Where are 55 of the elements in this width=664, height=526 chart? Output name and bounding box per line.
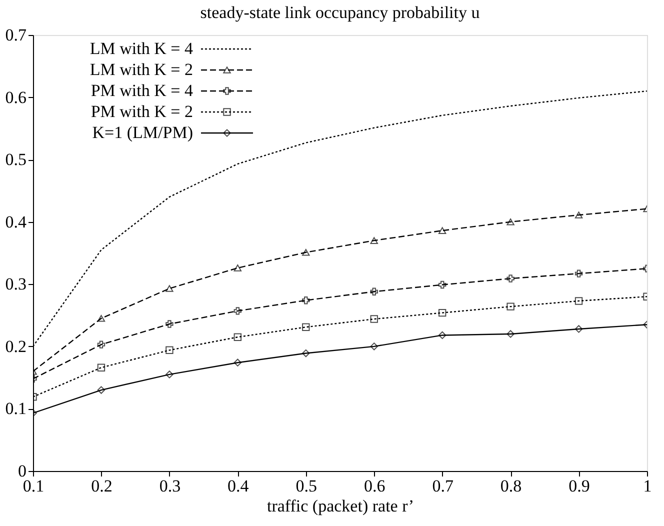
point	[574, 297, 583, 305]
point	[506, 218, 514, 226]
legend-label: K=1 (LM/PM)	[92, 123, 193, 142]
legend-label: PM with K = 2	[90, 102, 193, 121]
point	[438, 331, 446, 340]
point	[234, 264, 242, 272]
point	[370, 342, 378, 350]
point	[370, 288, 378, 296]
point	[438, 308, 446, 317]
point	[438, 280, 446, 289]
point	[234, 333, 242, 341]
x-tick-label: 0.8	[500, 476, 522, 496]
point	[438, 227, 446, 234]
point	[166, 370, 174, 378]
legend-label: LM with K = 2	[90, 60, 193, 79]
point	[302, 323, 310, 331]
legend-label: LM with K = 4	[90, 39, 194, 58]
point	[370, 237, 378, 244]
x-tick-label: 0.5	[296, 476, 318, 496]
x-tick-label: 0.7	[432, 476, 454, 496]
x-tick-label: 0.6	[364, 476, 386, 496]
point	[97, 314, 106, 322]
point	[166, 320, 174, 328]
point	[302, 248, 310, 256]
y-tick-label: 0.5	[5, 150, 26, 170]
x-tick-label: 0.3	[159, 476, 181, 496]
point	[506, 274, 514, 282]
point	[234, 307, 242, 315]
point	[574, 325, 583, 333]
chart-title: steady-state link occupancy probability u	[200, 3, 480, 22]
y-tick-label: 0.4	[5, 212, 27, 232]
point	[574, 212, 583, 218]
point	[234, 358, 242, 366]
x-tick-label: 1	[643, 476, 652, 496]
point	[302, 296, 310, 304]
x-tick-label: 0.4	[228, 476, 250, 496]
point	[370, 315, 378, 323]
y-tick-label: 0.7	[5, 26, 27, 44]
y-tick-label: 0.1	[5, 399, 26, 418]
point	[97, 340, 106, 348]
x-tick-label: 0.9	[568, 476, 590, 496]
y-tick-label: 0.3	[5, 274, 26, 294]
x-axis-title: traffic (packet) rate r’	[266, 496, 414, 516]
legend-label: PM with K = 4	[90, 81, 194, 100]
x-tick-label: 0.2	[91, 476, 112, 496]
point	[166, 346, 174, 354]
y-tick-label: 0.6	[5, 88, 26, 107]
point	[166, 285, 174, 292]
y-tick-label: 0.2	[5, 336, 26, 356]
point	[97, 386, 106, 394]
point	[506, 302, 514, 310]
point	[97, 364, 106, 372]
point	[574, 270, 583, 278]
point	[302, 349, 310, 358]
point	[506, 330, 514, 338]
